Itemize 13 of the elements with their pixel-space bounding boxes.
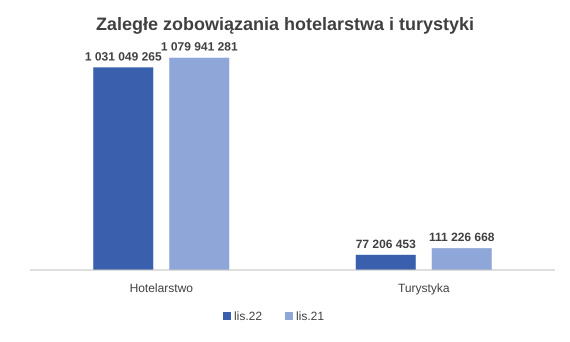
legend-label: lis.22 [234, 309, 262, 323]
data-label: 1 079 941 281 [160, 40, 238, 54]
bar [169, 58, 230, 270]
bar [93, 67, 154, 270]
legend-label: lis.21 [296, 309, 324, 323]
chart-title: Zaległe zobowiązania hotelarstwa i turystyki [96, 14, 474, 34]
x-tick-label: Hotelarstwo [130, 281, 194, 295]
bar [432, 248, 492, 270]
data-label: 111 226 668 [429, 230, 495, 244]
data-label: 77 206 453 [356, 236, 416, 251]
data-label: 1 031 049 265 [84, 49, 162, 64]
bar [356, 254, 416, 270]
x-tick-label: Turystyka [398, 281, 450, 295]
